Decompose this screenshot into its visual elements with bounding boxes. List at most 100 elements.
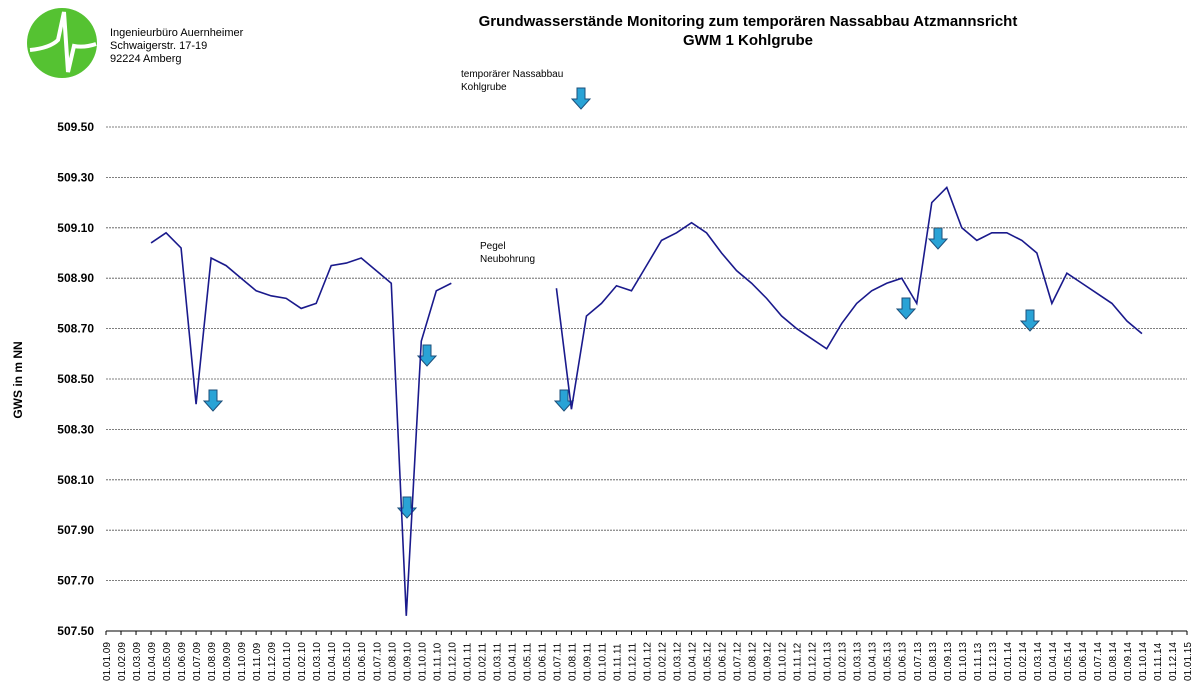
x-tick-label: 01.04.11	[507, 642, 518, 681]
x-tick-label: 01.02.13	[838, 642, 849, 681]
annotation: temporärer Nassabbau	[461, 69, 563, 80]
x-tick-label: 01.02.09	[117, 642, 128, 681]
x-tick-label: 01.07.09	[192, 642, 203, 681]
x-tick-label: 01.09.14	[1123, 642, 1134, 681]
annotation: Pegel	[480, 241, 506, 252]
y-tick-label: 509.50	[57, 120, 94, 134]
annotation: Neubohrung	[480, 254, 535, 265]
x-tick-label: 01.01.09	[102, 642, 113, 681]
x-tick-label: 01.10.11	[597, 642, 608, 681]
x-tick-label: 01.12.10	[447, 642, 458, 681]
x-tick-label: 01.06.11	[537, 642, 548, 681]
data-line	[150, 231, 452, 616]
x-tick-label: 01.11.10	[432, 642, 443, 681]
x-tick-label: 01.11.09	[252, 642, 263, 681]
arrow	[895, 297, 917, 320]
x-tick-label: 01.07.11	[552, 642, 563, 681]
x-tick-label: 01.08.13	[928, 642, 939, 681]
x-tick-label: 01.09.09	[222, 642, 233, 681]
arrow	[553, 389, 575, 412]
x-tick-label: 01.01.12	[643, 642, 654, 681]
y-tick-label: 507.70	[57, 574, 94, 588]
x-tick-label: 01.05.12	[703, 642, 714, 681]
x-tick-label: 01.07.14	[1093, 642, 1104, 681]
x-tick-label: 01.08.09	[207, 642, 218, 681]
arrow	[416, 344, 438, 367]
data-line	[555, 186, 1143, 410]
city: 92224 Amberg	[110, 53, 182, 65]
x-tick-label: 01.11.13	[973, 642, 984, 681]
x-tick-label: 01.09.10	[402, 642, 413, 681]
x-tick-label: 01.07.12	[733, 642, 744, 681]
x-tick-label: 01.09.11	[582, 642, 593, 681]
x-tick-label: 01.05.11	[522, 642, 533, 681]
x-tick-label: 01.10.12	[778, 642, 789, 681]
x-tick-label: 01.02.14	[1018, 642, 1029, 681]
x-tick-label: 01.06.09	[177, 642, 188, 681]
x-tick-label: 01.01.15	[1183, 642, 1194, 681]
y-tick-label: 508.30	[57, 422, 94, 436]
arrow	[570, 87, 592, 110]
x-tick-label: 01.05.10	[342, 642, 353, 681]
x-tick-label: 01.02.10	[297, 642, 308, 681]
x-tick-label: 01.12.09	[267, 642, 278, 681]
x-tick-label: 01.08.11	[567, 642, 578, 681]
x-tick-label: 01.03.10	[312, 642, 323, 681]
x-tick-label: 01.12.13	[988, 642, 999, 681]
x-tick-label: 01.08.14	[1108, 642, 1119, 681]
x-tick-label: 01.07.13	[913, 642, 924, 681]
x-tick-label: 01.11.11	[612, 643, 623, 681]
x-tick-label: 01.03.14	[1033, 642, 1044, 681]
arrows	[202, 87, 1041, 519]
x-tick-label: 01.06.14	[1078, 642, 1089, 681]
x-tick-label: 01.03.09	[132, 642, 143, 681]
x-tick-label: 01.12.14	[1168, 642, 1179, 681]
x-tick-label: 01.02.11	[477, 642, 488, 681]
arrow	[202, 389, 224, 412]
y-tick-label: 507.90	[57, 523, 94, 537]
x-tick-label: 01.04.12	[688, 642, 699, 681]
x-tick-label: 01.10.09	[237, 642, 248, 681]
x-tick-label: 01.01.10	[282, 642, 293, 681]
y-axis-label: GWS in m NN	[11, 341, 25, 418]
logo	[27, 8, 97, 78]
chart-title: Grundwasserstände Monitoring zum temporä…	[479, 13, 1018, 30]
y-tick-label: 507.50	[57, 624, 94, 638]
x-tick-label: 01.10.14	[1138, 642, 1149, 681]
x-tick-label: 01.12.12	[808, 642, 819, 681]
x-tick-label: 01.12.11	[627, 642, 638, 681]
arrow	[927, 227, 949, 250]
x-tick-label: 01.09.13	[943, 642, 954, 681]
y-tick-label: 508.90	[57, 271, 94, 285]
annotation: Kohlgrube	[461, 82, 507, 93]
x-tick-label: 01.05.14	[1063, 642, 1074, 681]
x-tick-label: 01.04.10	[327, 642, 338, 681]
x-tick-label: 01.11.14	[1153, 642, 1164, 681]
chart-subtitle: GWM 1 Kohlgrube	[683, 32, 813, 49]
x-tick-label: 01.04.14	[1048, 642, 1059, 681]
x-tick-label: 01.10.13	[958, 642, 969, 681]
x-tick-label: 01.06.12	[718, 642, 729, 681]
x-tick-label: 01.03.11	[492, 642, 503, 681]
x-tick-label: 01.02.12	[658, 642, 669, 681]
x-tick-label: 01.07.10	[372, 642, 383, 681]
x-tick-label: 01.01.11	[462, 642, 473, 681]
x-tick-label: 01.03.12	[673, 642, 684, 681]
x-tick-label: 01.04.13	[868, 642, 879, 681]
x-tick-label: 01.11.12	[793, 642, 804, 681]
x-tick-label: 01.06.13	[898, 642, 909, 681]
y-tick-label: 508.50	[57, 372, 94, 386]
y-tick-label: 508.10	[57, 473, 94, 487]
x-tick-label: 01.10.10	[417, 642, 428, 681]
x-tick-label: 01.05.09	[162, 642, 173, 681]
x-tick-label: 01.05.13	[883, 642, 894, 681]
company: Ingenieurbüro Auernheimer	[110, 27, 244, 39]
street: Schwaigerstr. 17-19	[110, 40, 207, 52]
y-tick-label: 508.70	[57, 322, 94, 336]
y-tick-label: 509.10	[57, 221, 94, 235]
x-tick-label: 01.08.10	[387, 642, 398, 681]
arrow	[1019, 309, 1041, 332]
x-tick-label: 01.06.10	[357, 642, 368, 681]
x-tick-label: 01.04.09	[147, 642, 158, 681]
